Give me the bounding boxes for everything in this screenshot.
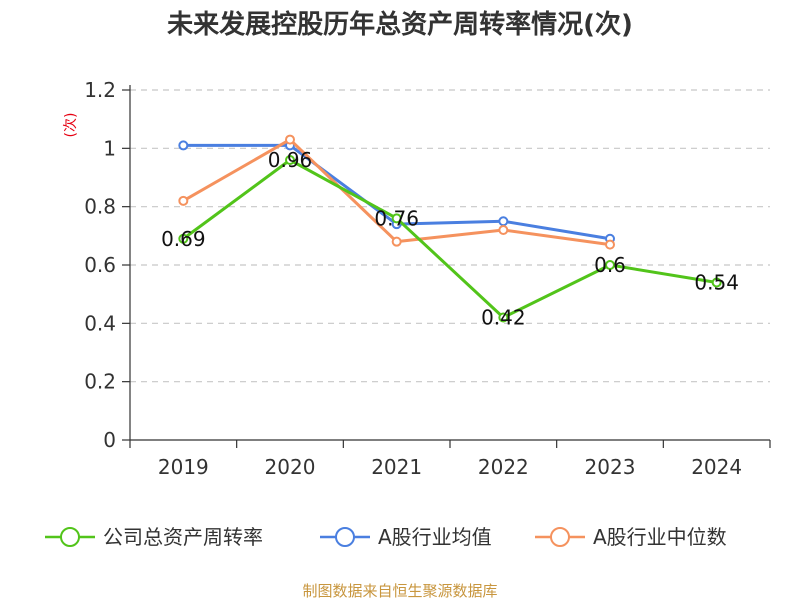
- legend-label: 公司总资产周转率: [103, 525, 263, 549]
- y-tick-label: 0.2: [84, 370, 116, 394]
- legend-item[interactable]: A股行业中位数: [535, 525, 727, 549]
- legend[interactable]: 公司总资产周转率 A股行业均值 A股行业中位数: [45, 525, 727, 549]
- legend-item[interactable]: A股行业均值: [320, 525, 492, 549]
- y-tick-label: 0.4: [84, 311, 116, 335]
- y-tick-label: 0: [103, 428, 116, 452]
- data-point[interactable]: [391, 213, 402, 224]
- data-point[interactable]: [711, 277, 722, 288]
- data-point[interactable]: [391, 236, 402, 247]
- legend-label: A股行业中位数: [593, 525, 727, 549]
- y-axis-label: (次): [63, 113, 79, 138]
- legend-marker: [60, 527, 80, 547]
- x-tick-label: 2023: [585, 455, 636, 479]
- data-label: 0.54: [694, 271, 739, 295]
- source-note: 制图数据来自恒生聚源数据库: [302, 582, 497, 600]
- series-line: [182, 158, 717, 319]
- x-tick-label: 2022: [478, 455, 529, 479]
- legend-label: A股行业均值: [378, 525, 492, 549]
- y-tick-label: 0.8: [84, 195, 116, 219]
- x-tick-label: 2024: [691, 455, 742, 479]
- series: [178, 134, 722, 323]
- data-labels: 0.69 0.96 0.76 0.42 0.6 0.54: [161, 148, 739, 330]
- data-point[interactable]: [178, 233, 189, 244]
- y-tick-label: 1: [103, 136, 116, 160]
- data-label: 0.96: [268, 148, 313, 172]
- data-point[interactable]: [498, 216, 509, 227]
- y-tick-label: 1.2: [84, 78, 116, 102]
- data-point[interactable]: [285, 134, 295, 145]
- data-point[interactable]: [178, 195, 189, 206]
- data-point[interactable]: [498, 225, 509, 235]
- legend-marker: [335, 527, 355, 547]
- data-label: 0.76: [374, 206, 419, 230]
- x-tick-label: 2019: [158, 455, 209, 479]
- axes: 0 0.2 0.4 0.6 0.8 1 1.2 2019 2020 2021 2022 2023 202…: [84, 78, 771, 479]
- data-label: 0.42: [481, 306, 526, 330]
- data-point[interactable]: [178, 140, 189, 151]
- data-point[interactable]: [498, 312, 509, 323]
- grid: [130, 89, 770, 383]
- x-tick-label: 2020: [265, 455, 316, 479]
- data-point[interactable]: [605, 239, 615, 250]
- chart-title: 未来发展控股历年总资产周转率情况(次): [167, 9, 633, 40]
- data-label: 0.69: [161, 227, 206, 251]
- data-point[interactable]: [285, 155, 295, 165]
- data-label: 0.6: [594, 253, 626, 277]
- x-tick-label: 2021: [371, 455, 422, 479]
- y-tick-label: 0.6: [84, 253, 116, 277]
- legend-marker: [550, 527, 570, 547]
- legend-item[interactable]: 公司总资产周转率: [45, 525, 263, 549]
- data-point[interactable]: [605, 260, 615, 270]
